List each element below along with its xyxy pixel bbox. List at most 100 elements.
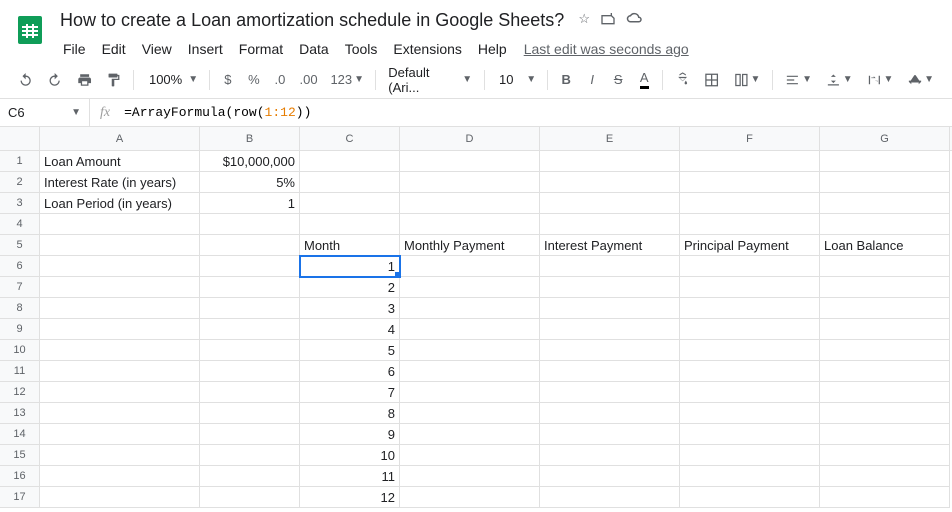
borders-icon[interactable]	[698, 67, 725, 93]
strikethrough-icon[interactable]: S	[606, 67, 630, 93]
cell-E7[interactable]	[540, 277, 680, 298]
cell-F7[interactable]	[680, 277, 820, 298]
bold-icon[interactable]: B	[554, 67, 578, 93]
col-header-D[interactable]: D	[400, 127, 540, 150]
cell-D1[interactable]	[400, 151, 540, 172]
cell-F11[interactable]	[680, 361, 820, 382]
vertical-align-icon[interactable]: ▼	[820, 67, 859, 93]
more-formats-icon[interactable]: 123▼	[325, 67, 369, 93]
font-size-dropdown[interactable]: 10▼	[491, 67, 541, 93]
cell-G14[interactable]	[820, 424, 950, 445]
row-header[interactable]: 3	[0, 193, 40, 214]
cell-G1[interactable]	[820, 151, 950, 172]
cell-F3[interactable]	[680, 193, 820, 214]
cell-D9[interactable]	[400, 319, 540, 340]
menu-extensions[interactable]: Extensions	[386, 37, 468, 61]
cell-E6[interactable]	[540, 256, 680, 277]
cell-E17[interactable]	[540, 487, 680, 508]
cell-C12[interactable]: 7	[300, 382, 400, 403]
row-header[interactable]: 6	[0, 256, 40, 277]
menu-view[interactable]: View	[135, 37, 179, 61]
cell-G9[interactable]	[820, 319, 950, 340]
cell-B6[interactable]	[200, 256, 300, 277]
cell-G15[interactable]	[820, 445, 950, 466]
cell-D10[interactable]	[400, 340, 540, 361]
cell-A15[interactable]	[40, 445, 200, 466]
text-rotation-icon[interactable]: ▼	[901, 67, 940, 93]
cell-B11[interactable]	[200, 361, 300, 382]
cell-B13[interactable]	[200, 403, 300, 424]
cell-D11[interactable]	[400, 361, 540, 382]
cell-F2[interactable]	[680, 172, 820, 193]
cell-G2[interactable]	[820, 172, 950, 193]
cell-E14[interactable]	[540, 424, 680, 445]
cell-C11[interactable]: 6	[300, 361, 400, 382]
cell-D6[interactable]	[400, 256, 540, 277]
cell-E13[interactable]	[540, 403, 680, 424]
doc-title[interactable]: How to create a Loan amortization schedu…	[56, 8, 568, 33]
cell-D3[interactable]	[400, 193, 540, 214]
cell-A10[interactable]	[40, 340, 200, 361]
cell-E10[interactable]	[540, 340, 680, 361]
cell-F16[interactable]	[680, 466, 820, 487]
fill-color-icon[interactable]	[669, 67, 696, 93]
cell-D2[interactable]	[400, 172, 540, 193]
cell-D8[interactable]	[400, 298, 540, 319]
cell-B9[interactable]	[200, 319, 300, 340]
cell-B16[interactable]	[200, 466, 300, 487]
cell-F1[interactable]	[680, 151, 820, 172]
row-header[interactable]: 14	[0, 424, 40, 445]
cell-D4[interactable]	[400, 214, 540, 235]
cell-G16[interactable]	[820, 466, 950, 487]
cell-C13[interactable]: 8	[300, 403, 400, 424]
row-header[interactable]: 16	[0, 466, 40, 487]
star-icon[interactable]: ☆	[578, 11, 590, 30]
cell-D12[interactable]	[400, 382, 540, 403]
row-header[interactable]: 9	[0, 319, 40, 340]
cell-G3[interactable]	[820, 193, 950, 214]
cell-B2[interactable]: 5%	[200, 172, 300, 193]
cell-G7[interactable]	[820, 277, 950, 298]
cell-G12[interactable]	[820, 382, 950, 403]
menu-tools[interactable]: Tools	[338, 37, 385, 61]
cell-A1[interactable]: Loan Amount	[40, 151, 200, 172]
cell-E4[interactable]	[540, 214, 680, 235]
menu-file[interactable]: File	[56, 37, 93, 61]
merge-cells-icon[interactable]: ▼	[728, 67, 767, 93]
cell-A17[interactable]	[40, 487, 200, 508]
cell-F13[interactable]	[680, 403, 820, 424]
cell-B1[interactable]: $10,000,000	[200, 151, 300, 172]
row-header[interactable]: 12	[0, 382, 40, 403]
menu-help[interactable]: Help	[471, 37, 514, 61]
move-icon[interactable]	[600, 11, 616, 30]
cell-E11[interactable]	[540, 361, 680, 382]
row-header[interactable]: 13	[0, 403, 40, 424]
cell-D13[interactable]	[400, 403, 540, 424]
col-header-A[interactable]: A	[40, 127, 200, 150]
undo-icon[interactable]	[12, 67, 39, 93]
cell-C15[interactable]: 10	[300, 445, 400, 466]
redo-icon[interactable]	[41, 67, 68, 93]
menu-data[interactable]: Data	[292, 37, 336, 61]
cell-G17[interactable]	[820, 487, 950, 508]
col-header-F[interactable]: F	[680, 127, 820, 150]
cell-G5[interactable]: Loan Balance	[820, 235, 950, 256]
col-header-B[interactable]: B	[200, 127, 300, 150]
paint-format-icon[interactable]	[100, 67, 127, 93]
col-header-E[interactable]: E	[540, 127, 680, 150]
cell-C9[interactable]: 4	[300, 319, 400, 340]
cell-C1[interactable]	[300, 151, 400, 172]
cloud-icon[interactable]	[626, 11, 644, 30]
cell-F6[interactable]	[680, 256, 820, 277]
cell-A12[interactable]	[40, 382, 200, 403]
cell-D15[interactable]	[400, 445, 540, 466]
cell-B4[interactable]	[200, 214, 300, 235]
cell-C6[interactable]: 1	[300, 256, 400, 277]
cell-A14[interactable]	[40, 424, 200, 445]
cell-F12[interactable]	[680, 382, 820, 403]
row-header[interactable]: 10	[0, 340, 40, 361]
cell-C17[interactable]: 12	[300, 487, 400, 508]
cell-B3[interactable]: 1	[200, 193, 300, 214]
row-header[interactable]: 17	[0, 487, 40, 508]
cell-G4[interactable]	[820, 214, 950, 235]
